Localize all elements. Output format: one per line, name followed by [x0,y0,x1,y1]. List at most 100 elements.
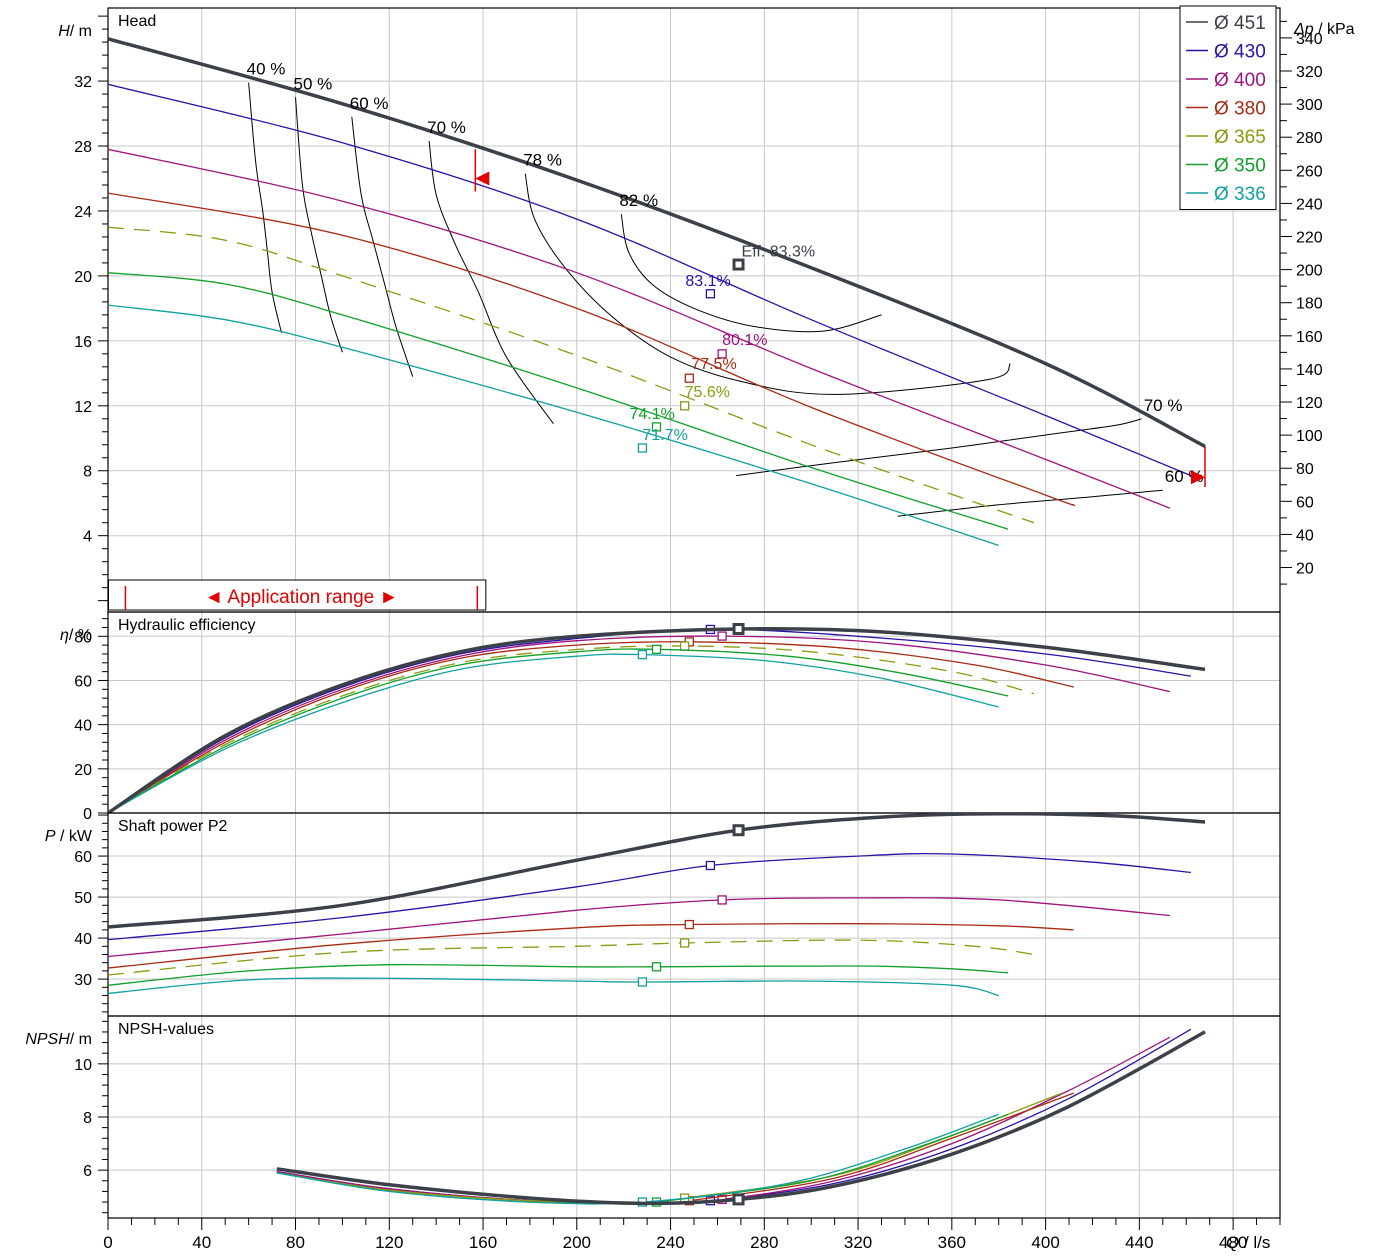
y-tick-label: 30 [74,972,92,989]
series-line-power [108,813,1206,929]
right-tick-label: 280 [1296,130,1323,147]
series-line-head [108,304,999,547]
y-tick-label: 16 [74,334,92,351]
bep-marker [651,644,662,654]
right-tick-label: 220 [1296,230,1323,247]
right-tick-label: 160 [1296,329,1323,346]
series-line-power [108,963,1009,986]
right-tick-label: 200 [1296,263,1323,280]
efficiency-contour-label: 40 % [247,60,286,79]
bep-efficiency-label: 77.5% [691,356,736,373]
series-line-power [108,977,999,997]
y-tick-label: 24 [74,204,92,221]
series-line-npsh [276,1030,1206,1206]
gridlines-npsh [107,1016,1280,1218]
efficiency-contour-label: 70 % [427,118,466,137]
gridlines-head [107,8,1280,612]
y-tick-label: 80 [74,629,92,646]
y-tick-label: 20 [74,762,92,779]
right-axis: 20 40 60 80 100 120 140 160 180 200 220 240 260 280 30… [1280,20,1355,585]
panel-title-power: Shaft power P2 [118,818,228,835]
series-line-eff [108,628,1191,813]
legend-item-label: Ø 336 [1214,184,1266,205]
panel-frame-head [107,7,1281,613]
series-line-head [108,83,1192,477]
series-line-eff [108,641,1074,813]
x-tick-label: 0 [103,1233,112,1252]
y-tick-label: 0 [83,806,92,823]
right-tick-label: 340 [1296,31,1323,48]
y-tick-label: 60 [74,849,92,866]
x-tick-label: 160 [469,1233,497,1252]
efficiency-contour [295,97,343,353]
right-tick-label: 260 [1296,163,1323,180]
y-tick-label: 60 [74,673,92,690]
x-tick-label: 240 [656,1233,684,1252]
plot-area-eff [108,623,1206,813]
series-line-eff [108,635,1170,813]
bep-marker [651,422,662,432]
x-tick-label: 280 [750,1233,778,1252]
bep-marker [732,623,745,636]
bep-marker [637,649,648,660]
bep-marker [717,349,727,359]
legend-item-label: Ø 451 [1214,13,1266,34]
efficiency-contour-label: 78 % [523,151,562,170]
x-tick-label: 80 [286,1233,305,1252]
x-tick-label: 360 [938,1233,966,1252]
bep-marker [717,631,727,641]
right-tick-label: 180 [1296,296,1323,313]
bep-efficiency-label: 74.1% [629,406,674,423]
series-line-head [108,148,1171,509]
bep-efficiency-label: 80.1% [722,332,767,349]
efficiency-contour-label: 50 % [294,74,333,93]
plot-area-power [108,813,1206,997]
efficiency-contour-label: 60 % [350,94,389,113]
bep-marker [717,895,727,905]
y-axis-eff: 0 20 40 60 80 [74,618,108,823]
x-axis-label: Q / l/s [1226,1233,1270,1252]
efficiency-contour-label: 82 % [619,191,658,210]
rated-point-arrow [475,171,490,186]
x-tick-label: 440 [1125,1233,1153,1252]
efficiency-contour [897,489,1163,517]
y-tick-label: 12 [74,399,92,416]
y-axis-head: 4 8 12 16 20 24 28 32 [74,15,108,602]
y-axis-power: 30 40 50 60 [74,814,108,1013]
y-tick-label: 32 [74,74,92,91]
gridlines-power [107,813,1280,1016]
legend-item-label: Ø 350 [1214,156,1266,177]
y-tick-label: 6 [83,1163,92,1180]
right-tick-label: 240 [1296,196,1323,213]
legend-item-label: Ø 380 [1214,99,1266,120]
x-tick-label: 400 [1031,1233,1059,1252]
y-axis-label-npsh: NPSH/ m [25,1031,92,1048]
x-tick-label: 120 [375,1233,403,1252]
series-line-power [108,922,1074,969]
efficiency-contour [351,116,414,377]
y-tick-label: 50 [74,890,92,907]
panel-frame-power [107,812,1281,1017]
right-tick-label: 80 [1296,461,1314,478]
bep-efficiency-label: 83.1% [685,273,730,290]
panel-title-eff: Hydraulic efficiency [118,617,256,634]
x-tick-label: 480 [1219,1233,1247,1252]
panel-eff: 0 20 40 60 80η/ % Hydraulic efficiency [60,611,1281,823]
y-tick-label: 4 [83,529,92,546]
bep-marker [705,289,716,299]
y-axis-label-power: P / kW [45,828,93,845]
legend: Ø 451 Ø 430 Ø 400 Ø 380 Ø 365 Ø 350 Ø 336 [1179,5,1277,210]
right-tick-label: 100 [1296,428,1323,445]
bep-efficiency-label: Eff. 83.3% [742,244,816,261]
rated-point-markers [474,149,1206,487]
series-line-head [108,192,1076,507]
bep-efficiency-label: 75.6% [685,384,730,401]
bep-marker [679,641,690,651]
series-line-eff [108,648,1009,813]
y-tick-label: 8 [83,464,92,481]
plot-area-head [108,37,1206,547]
series-line-power [108,897,1170,958]
bep-efficiency-label: 71.7% [642,427,687,444]
bep-marker [651,962,662,972]
bep-marker [679,938,690,948]
